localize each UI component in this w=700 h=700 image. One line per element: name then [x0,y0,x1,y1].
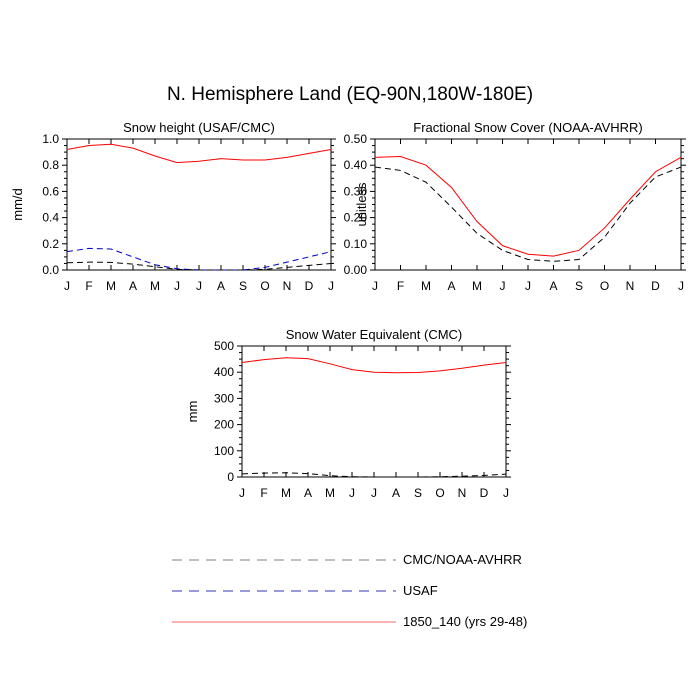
x-tick-label: N [283,279,292,293]
x-tick-label: M [325,486,335,500]
series-model-line [374,156,682,257]
y-tick-label: 0.00 [344,263,368,277]
y-tick-label: 0.0 [42,263,59,277]
series-obs-line [66,261,332,271]
x-tick-label: D [651,279,660,293]
y-tick-label: 400 [214,365,234,379]
chart-title: Snow Water Equivalent (CMC) [286,327,463,342]
series-obs-line [241,472,507,478]
y-axis-label: mm/d [10,188,25,221]
plot-frame [241,345,507,478]
x-tick-label: M [150,279,160,293]
plot-frame [66,138,332,271]
y-tick-label: 500 [214,339,234,353]
figure-title: N. Hemisphere Land (EQ-90N,180W-180E) [166,84,534,105]
y-tick-label: 1.0 [42,132,59,146]
plot-frame [374,138,682,271]
y-tick-label: 0 [227,470,234,484]
y-tick-label: 0.30 [344,184,368,198]
x-tick-label: J [371,486,377,500]
x-tick-label: A [217,279,225,293]
x-tick-label: J [678,279,684,293]
y-tick-label: 0.4 [42,211,59,225]
x-tick-label: S [414,486,422,500]
x-tick-label: J [328,279,334,293]
series-model-line [241,357,507,374]
y-tick-label: 0.50 [344,132,368,146]
x-tick-label: A [549,279,557,293]
x-tick-label: J [503,486,509,500]
x-tick-label: M [421,279,431,293]
x-tick-label: A [447,279,455,293]
y-tick-label: 300 [214,391,234,405]
x-tick-label: S [575,279,583,293]
y-tick-label: 200 [214,418,234,432]
x-tick-label: F [397,279,404,293]
x-tick-label: O [435,486,444,500]
x-tick-label: M [472,279,482,293]
chart-title: Fractional Snow Cover (NOAA-AVHRR) [413,120,642,135]
x-tick-label: M [281,486,291,500]
chart-1: Snow height (USAF/CMC)mm/dJ F M A M J J A S O N D J0… [10,120,336,293]
x-tick-label: J [174,279,180,293]
x-tick-label: N [458,486,467,500]
x-tick-label: O [600,279,609,293]
x-tick-label: D [305,279,314,293]
x-tick-label: A [129,279,137,293]
y-tick-label: 0.8 [42,158,59,172]
x-tick-label: J [196,279,202,293]
y-tick-label: 100 [214,444,234,458]
chart-3: Snow Water Equivalent (CMC)mmJ F M A M J J A S O N… [185,327,511,500]
x-tick-label: F [85,279,92,293]
x-tick-label: J [525,279,531,293]
y-axis-label: mm [185,401,200,423]
y-tick-label: 0.10 [344,237,368,251]
x-tick-label: J [500,279,506,293]
x-tick-label: A [392,486,400,500]
chart-title: Snow height (USAF/CMC) [123,120,275,135]
y-tick-label: 0.40 [344,158,368,172]
y-tick-label: 0.6 [42,184,59,198]
x-tick-label: J [372,279,378,293]
x-tick-label: F [260,486,267,500]
x-tick-label: J [349,486,355,500]
x-tick-label: A [304,486,312,500]
x-tick-label: J [239,486,245,500]
series-model-line [66,143,332,164]
x-tick-label: J [64,279,70,293]
x-tick-label: O [260,279,269,293]
chart-2: Fractional Snow Cover (NOAA-AVHRR) unitle… [344,120,686,293]
x-tick-label: S [239,279,247,293]
x-tick-label: M [106,279,116,293]
y-axis-label: unitless [354,182,369,227]
x-tick-label: N [626,279,635,293]
y-tick-label: 0.20 [344,211,368,225]
x-tick-label: D [480,486,489,500]
series-obs-line [374,166,682,262]
y-tick-label: 0.2 [42,237,59,251]
